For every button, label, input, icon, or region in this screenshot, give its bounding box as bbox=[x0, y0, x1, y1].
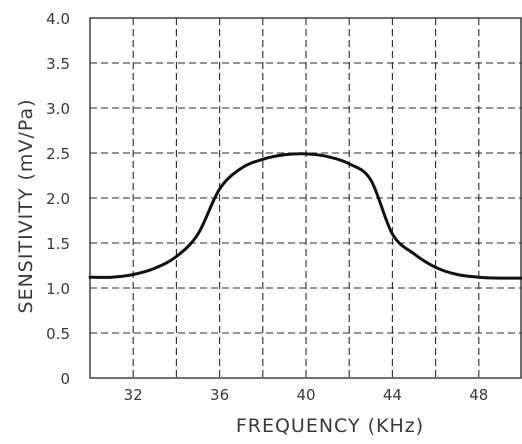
y-tick-label: 3.5 bbox=[46, 55, 70, 73]
y-tick-label: 0.5 bbox=[46, 325, 70, 343]
y-tick-label: 4.0 bbox=[46, 10, 70, 28]
y-tick-label: 0 bbox=[60, 370, 70, 388]
y-axis-label: SENSITIVITY (mV/Pa) bbox=[15, 99, 37, 314]
y-tick-label: 2.5 bbox=[46, 145, 70, 163]
x-tick-label: 48 bbox=[469, 386, 488, 404]
sensitivity-curve bbox=[88, 152, 522, 280]
x-tick-label: 44 bbox=[383, 386, 402, 404]
y-tick-label: 3.0 bbox=[46, 100, 70, 118]
grid bbox=[90, 18, 522, 378]
y-tick-labels: 0 0.5 1.0 1.5 2.0 2.5 3.0 3.5 4.0 bbox=[46, 10, 70, 388]
y-tick-label: 1.0 bbox=[46, 280, 70, 298]
x-axis-label: FREQUENCY (KHz) bbox=[236, 415, 424, 437]
x-tick-labels: 32 36 40 44 48 bbox=[124, 386, 489, 404]
x-tick-label: 32 bbox=[124, 386, 143, 404]
plot-frame bbox=[89, 17, 522, 379]
y-tick-label: 1.5 bbox=[46, 235, 70, 253]
y-tick-label: 2.0 bbox=[46, 190, 70, 208]
x-tick-label: 40 bbox=[296, 386, 315, 404]
x-tick-label: 36 bbox=[210, 386, 229, 404]
